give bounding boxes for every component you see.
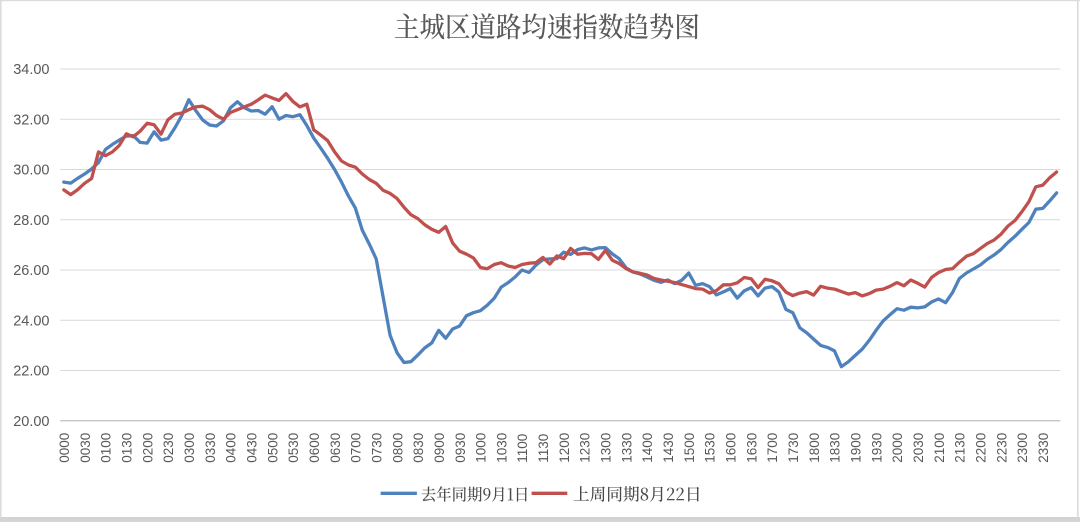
svg-text:0300: 0300 — [182, 433, 197, 463]
svg-text:1000: 1000 — [474, 433, 489, 463]
svg-text:0230: 0230 — [161, 433, 176, 463]
svg-text:0630: 0630 — [328, 433, 343, 463]
svg-text:1230: 1230 — [578, 433, 593, 463]
svg-text:1300: 1300 — [599, 433, 614, 463]
svg-text:24.00: 24.00 — [13, 313, 49, 329]
svg-text:0600: 0600 — [307, 433, 322, 463]
svg-text:2000: 2000 — [890, 433, 905, 463]
svg-text:2230: 2230 — [994, 433, 1009, 463]
svg-text:34.00: 34.00 — [13, 62, 49, 78]
svg-text:0130: 0130 — [120, 433, 135, 463]
svg-text:28.00: 28.00 — [13, 213, 49, 229]
svg-text:2100: 2100 — [932, 433, 947, 463]
svg-text:0100: 0100 — [99, 433, 114, 463]
svg-text:1830: 1830 — [828, 433, 843, 463]
svg-text:1500: 1500 — [682, 433, 697, 463]
svg-text:1630: 1630 — [744, 433, 759, 463]
svg-text:1100: 1100 — [515, 434, 530, 463]
svg-text:1200: 1200 — [557, 433, 572, 463]
svg-text:1700: 1700 — [765, 433, 780, 463]
svg-text:0530: 0530 — [286, 433, 301, 463]
svg-text:30.00: 30.00 — [13, 163, 49, 179]
svg-text:0700: 0700 — [349, 433, 364, 463]
svg-text:26.00: 26.00 — [13, 263, 49, 279]
svg-text:0930: 0930 — [453, 433, 468, 463]
svg-text:0430: 0430 — [245, 433, 260, 463]
svg-text:32.00: 32.00 — [13, 113, 49, 129]
svg-text:2330: 2330 — [1036, 433, 1051, 463]
svg-text:1330: 1330 — [619, 433, 634, 463]
svg-text:0330: 0330 — [203, 433, 218, 463]
svg-text:1530: 1530 — [703, 433, 718, 463]
svg-text:1600: 1600 — [724, 433, 739, 463]
svg-text:1130: 1130 — [536, 434, 551, 463]
svg-text:1030: 1030 — [494, 433, 509, 463]
svg-text:20.00: 20.00 — [13, 414, 49, 430]
svg-text:1400: 1400 — [640, 433, 655, 463]
svg-text:0030: 0030 — [78, 433, 93, 463]
svg-text:0830: 0830 — [411, 433, 426, 463]
svg-text:1430: 1430 — [661, 433, 676, 463]
svg-text:1730: 1730 — [786, 433, 801, 463]
svg-text:2030: 2030 — [911, 433, 926, 463]
svg-text:2130: 2130 — [953, 433, 968, 463]
svg-text:0000: 0000 — [57, 433, 72, 463]
svg-text:0400: 0400 — [224, 433, 239, 463]
svg-text:1900: 1900 — [849, 433, 864, 463]
svg-text:0900: 0900 — [432, 433, 447, 463]
svg-text:1800: 1800 — [807, 433, 822, 463]
svg-text:1930: 1930 — [869, 433, 884, 463]
svg-text:22.00: 22.00 — [13, 364, 49, 380]
svg-text:2200: 2200 — [974, 433, 989, 463]
svg-text:0200: 0200 — [140, 433, 155, 463]
svg-text:0800: 0800 — [390, 433, 405, 463]
svg-text:0730: 0730 — [369, 433, 384, 463]
svg-text:0500: 0500 — [265, 433, 280, 463]
svg-text:2300: 2300 — [1015, 433, 1030, 463]
